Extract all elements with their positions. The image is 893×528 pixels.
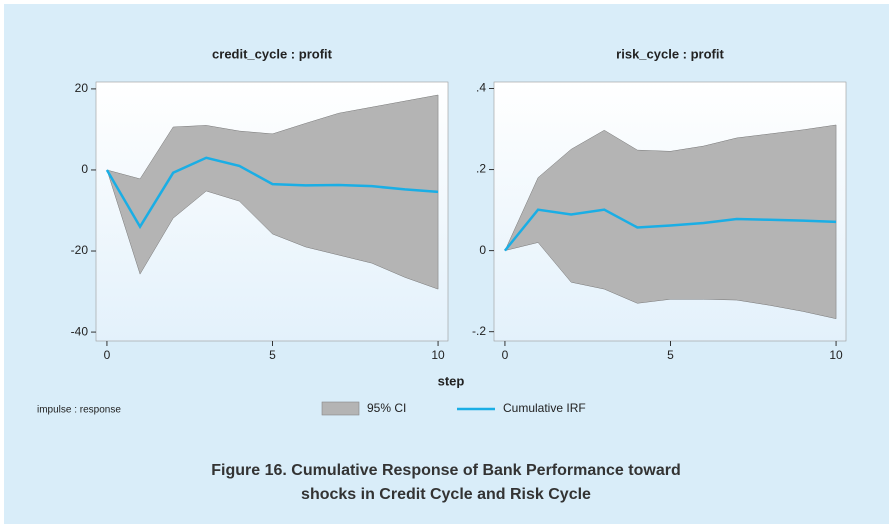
irf-line xyxy=(105,156,439,230)
x-tick-label: 0 xyxy=(104,348,111,362)
x-tick-label: 10 xyxy=(829,348,843,362)
y-tick-label: -40 xyxy=(71,324,89,338)
x-axis-label: step xyxy=(438,373,465,388)
caption: Figure 16. Cumulative Response of Bank P… xyxy=(211,462,680,479)
legend-swatch xyxy=(321,401,360,416)
y-tick-label: 0 xyxy=(81,162,88,176)
x-tick-label: 0 xyxy=(502,348,509,362)
y-tick-label: 20 xyxy=(75,81,89,95)
y-tick-label: .2 xyxy=(476,162,486,176)
caption: shocks in Credit Cycle and Risk Cycle xyxy=(301,486,591,503)
chart-title: risk_cycle : profit xyxy=(616,46,724,61)
x-tick-label: 5 xyxy=(269,348,276,362)
x-tick-label: 10 xyxy=(431,348,445,362)
legend-label: Cumulative IRF xyxy=(503,401,586,415)
y-tick-label: 0 xyxy=(479,243,486,257)
note: impulse : response xyxy=(37,405,121,416)
x-tick-label: 5 xyxy=(667,348,674,362)
chart-title: credit_cycle : profit xyxy=(212,46,333,61)
y-tick-label: .4 xyxy=(476,81,486,95)
ci-band xyxy=(504,124,837,320)
irf-line xyxy=(503,208,837,252)
legend-label: 95% CI xyxy=(367,401,406,415)
y-tick-label: -.2 xyxy=(472,324,486,338)
y-tick-label: -20 xyxy=(71,243,89,257)
ci-band xyxy=(106,94,439,290)
